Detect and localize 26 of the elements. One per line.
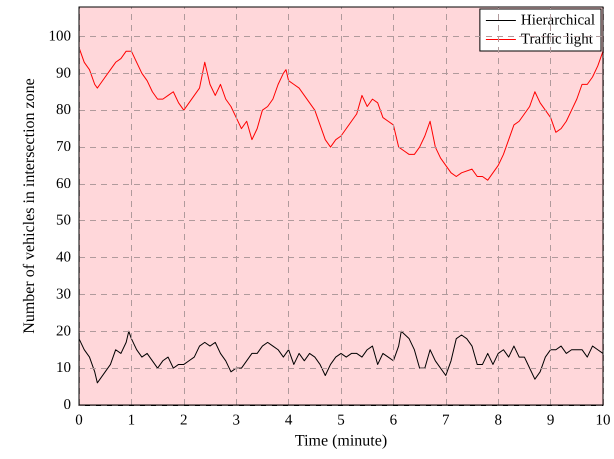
y-tick-label: 20 bbox=[56, 323, 71, 340]
x-tick-label: 5 bbox=[337, 412, 345, 428]
y-tick-label: 60 bbox=[56, 176, 71, 192]
y-tick-label: 80 bbox=[56, 102, 71, 118]
x-tick-label: 2 bbox=[180, 412, 188, 428]
y-tick-label: 40 bbox=[56, 250, 71, 266]
x-tick-label: 7 bbox=[442, 412, 450, 428]
y-tick-label: 90 bbox=[56, 65, 71, 82]
legend-label: Hierarchical bbox=[520, 12, 596, 28]
x-tick-label: 8 bbox=[494, 412, 502, 428]
x-tick-label: 1 bbox=[128, 412, 136, 428]
y-tick-label: 10 bbox=[56, 360, 71, 376]
y-tick-label: 50 bbox=[56, 212, 71, 229]
y-tick-label: 0 bbox=[64, 397, 71, 413]
line-series bbox=[78, 47, 604, 181]
x-axis-title: Time (minute) bbox=[294, 432, 388, 450]
x-tick-label: 9 bbox=[546, 412, 554, 428]
x-tick-label: 3 bbox=[232, 412, 240, 428]
x-tick-label: 0 bbox=[75, 412, 83, 428]
y-tick-label: 70 bbox=[56, 139, 71, 156]
y-tick-label: 100 bbox=[48, 28, 71, 44]
y-axis-title: Number of vehicles in intersection zone bbox=[21, 78, 38, 334]
y-tick-label: 30 bbox=[56, 286, 71, 302]
x-tick-label: 4 bbox=[284, 412, 293, 428]
x-tick-label: 6 bbox=[390, 412, 398, 428]
x-tick-label: 10 bbox=[596, 412, 610, 428]
